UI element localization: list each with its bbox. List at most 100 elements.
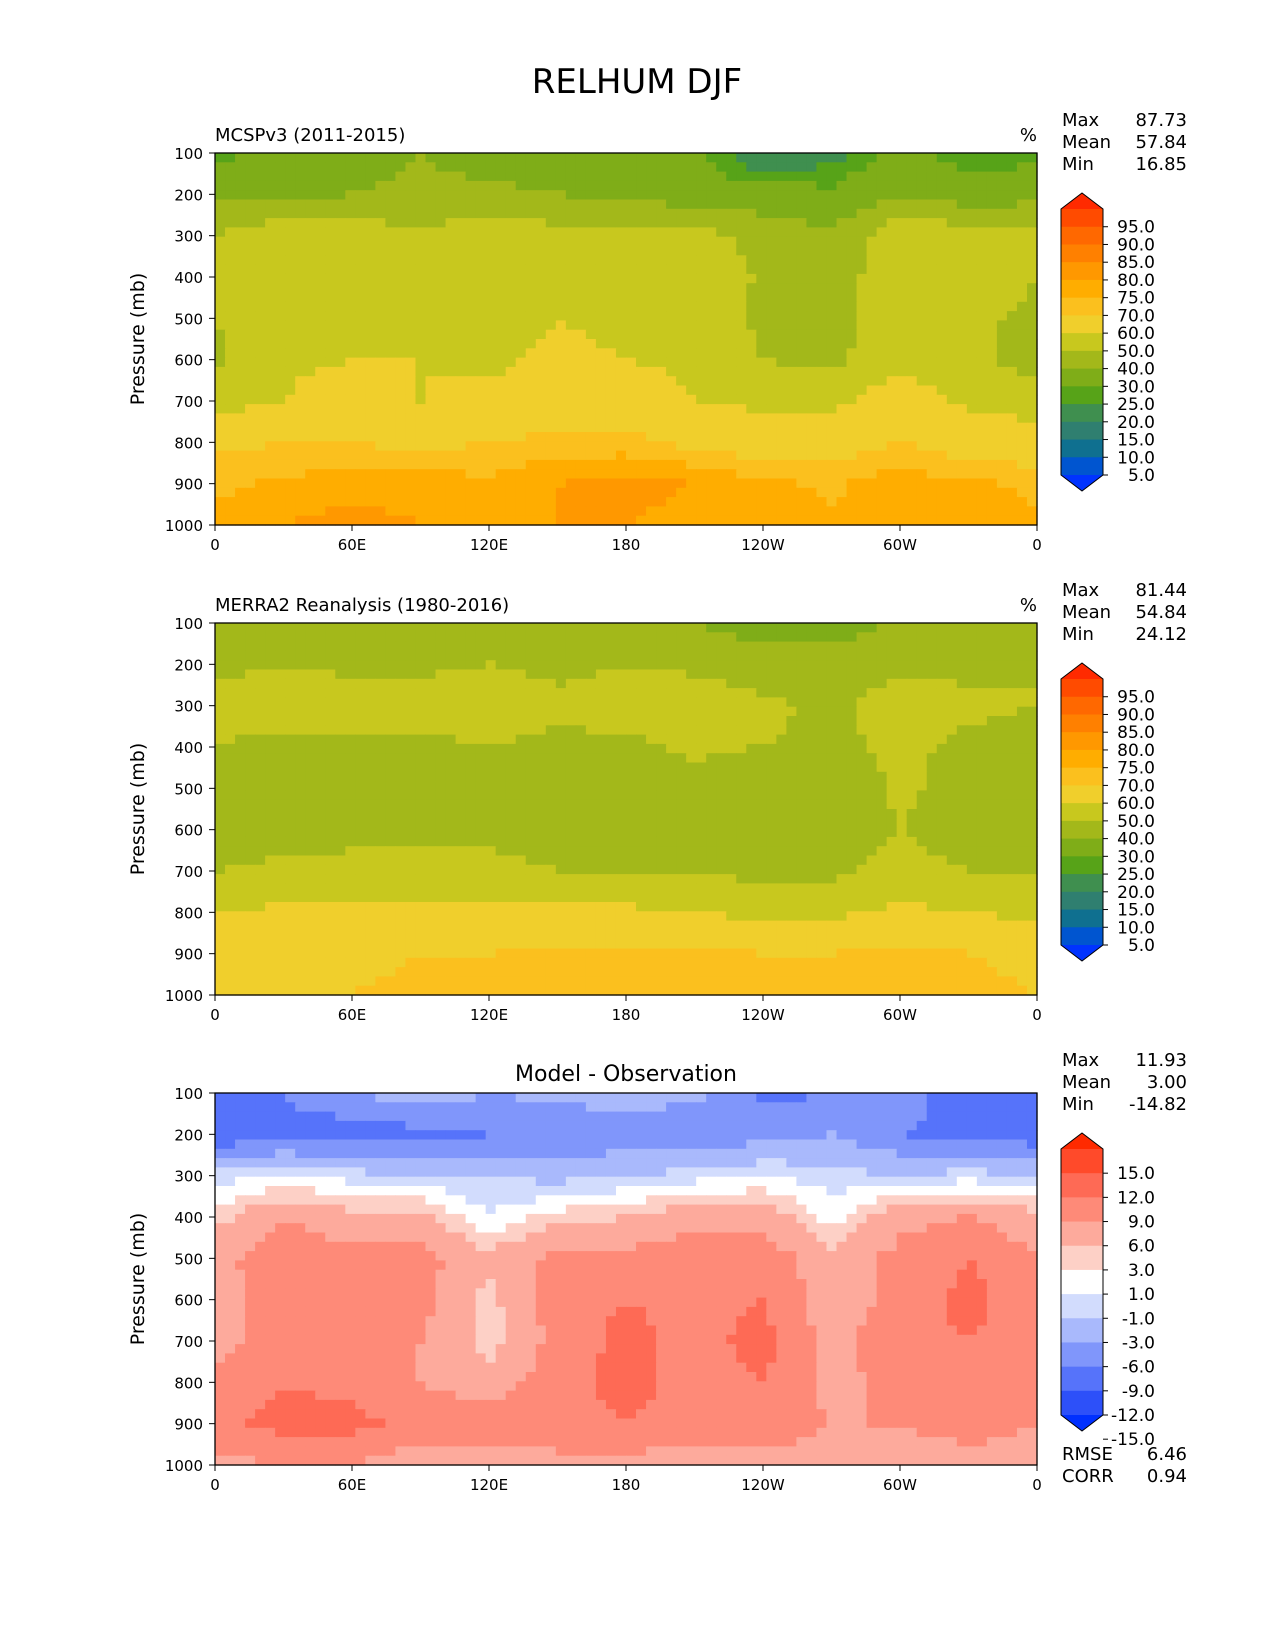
contour-cell bbox=[866, 743, 878, 754]
colorbar-extend-max bbox=[1061, 193, 1103, 209]
contour-cell bbox=[325, 799, 336, 810]
contour-cell bbox=[676, 641, 687, 652]
contour-cell bbox=[355, 320, 366, 331]
contour-cell bbox=[796, 469, 808, 480]
contour-cell bbox=[315, 292, 326, 303]
contour-cell bbox=[786, 497, 798, 507]
contour-cell bbox=[996, 162, 1008, 173]
contour-cell bbox=[595, 478, 607, 489]
contour-cell bbox=[1006, 497, 1018, 507]
contour-cell bbox=[716, 734, 727, 745]
contour-cell bbox=[706, 506, 717, 517]
contour-cell bbox=[435, 432, 447, 442]
contour-cell bbox=[896, 385, 908, 396]
contour-cell bbox=[565, 339, 577, 349]
contour-cell bbox=[846, 385, 858, 396]
contour-cell bbox=[826, 487, 838, 498]
contour-cell bbox=[255, 432, 266, 442]
contour-cell bbox=[766, 255, 777, 266]
contour-cell bbox=[696, 283, 707, 294]
contour-cell bbox=[756, 246, 767, 256]
contour-cell bbox=[215, 669, 226, 680]
contour-cell bbox=[1026, 669, 1038, 680]
contour-cell bbox=[936, 450, 948, 461]
contour-cell bbox=[686, 246, 697, 256]
contour-cell bbox=[706, 236, 717, 247]
contour-cell bbox=[896, 320, 908, 331]
contour-cell bbox=[956, 432, 968, 442]
contour-cell bbox=[535, 199, 547, 210]
contour-cell bbox=[265, 478, 276, 489]
contour-cell bbox=[796, 725, 808, 736]
contour-cell bbox=[796, 292, 808, 303]
contour-cell bbox=[736, 650, 747, 661]
contour-cell bbox=[936, 688, 948, 698]
contour-cell bbox=[565, 162, 577, 173]
contour-cell bbox=[225, 301, 236, 312]
contour-cell bbox=[545, 650, 557, 661]
x-tick-label: 180 bbox=[612, 536, 641, 554]
contour-cell bbox=[245, 623, 256, 633]
contour-cell bbox=[455, 301, 467, 312]
contour-cell bbox=[1016, 162, 1028, 173]
contour-cell bbox=[696, 246, 707, 256]
contour-cell bbox=[936, 236, 948, 247]
contour-cell bbox=[846, 771, 858, 782]
contour-cell bbox=[455, 515, 467, 526]
contour-cell bbox=[976, 706, 988, 717]
contour-cell bbox=[856, 753, 868, 764]
contour-cell bbox=[956, 762, 968, 773]
contour-cell bbox=[345, 706, 356, 717]
contour-cell bbox=[626, 725, 637, 736]
contour-cell bbox=[776, 497, 787, 507]
contour-cell bbox=[786, 790, 798, 801]
contour-cell bbox=[425, 404, 437, 414]
contour-cell bbox=[415, 771, 427, 782]
contour-cell bbox=[876, 497, 888, 507]
contour-cell bbox=[465, 227, 477, 238]
contour-cell bbox=[626, 623, 637, 633]
contour-cell bbox=[956, 320, 968, 331]
contour-cell bbox=[395, 497, 407, 507]
contour-cell bbox=[966, 781, 978, 791]
contour-cell bbox=[585, 320, 597, 331]
contour-cell bbox=[345, 311, 356, 321]
contour-cell bbox=[786, 734, 798, 745]
contour-cell bbox=[736, 632, 747, 643]
stat-label-max: Max bbox=[1062, 110, 1100, 131]
contour-cell bbox=[275, 329, 286, 340]
contour-cell bbox=[325, 339, 336, 349]
contour-cell bbox=[415, 478, 427, 489]
contour-cell bbox=[495, 422, 507, 433]
contour-cell bbox=[285, 734, 296, 745]
contour-cell bbox=[555, 180, 567, 191]
contour-cell bbox=[505, 404, 517, 414]
contour-cell bbox=[676, 153, 687, 163]
contour-cell bbox=[285, 469, 296, 480]
contour-cell bbox=[726, 273, 737, 284]
contour-cell bbox=[846, 227, 858, 238]
contour-cell bbox=[575, 255, 587, 266]
contour-cell bbox=[325, 171, 336, 182]
contour-cell bbox=[455, 208, 467, 219]
contour-cell bbox=[906, 246, 918, 256]
contour-cell bbox=[866, 753, 878, 764]
contour-cell bbox=[836, 781, 848, 791]
contour-cell bbox=[876, 487, 888, 498]
contour-cell bbox=[505, 357, 517, 368]
contour-cell bbox=[976, 180, 988, 191]
contour-cell bbox=[1016, 422, 1028, 433]
contour-cell bbox=[575, 669, 587, 680]
contour-cell bbox=[856, 273, 868, 284]
contour-cell bbox=[585, 660, 597, 671]
contour-cell bbox=[706, 678, 717, 689]
contour-cell bbox=[485, 348, 497, 359]
contour-cell bbox=[355, 469, 366, 480]
contour-cell bbox=[615, 246, 627, 256]
contour-cell bbox=[786, 264, 798, 275]
contour-cell bbox=[656, 771, 667, 782]
contour-cell bbox=[1026, 632, 1038, 643]
contour-cell bbox=[1006, 283, 1018, 294]
contour-cell bbox=[225, 762, 236, 773]
contour-cell bbox=[365, 227, 376, 238]
